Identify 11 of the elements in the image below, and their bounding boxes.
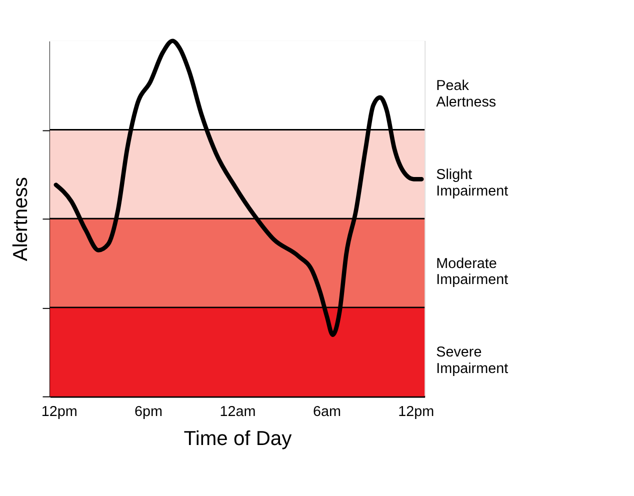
x-tick-label: 6am [312,404,341,420]
x-axis-title: Time of Day [184,428,293,450]
y-axis-title: Alertness [10,177,32,262]
x-tick-label: 12pm [41,404,78,420]
band-label: Moderate Impairment [436,256,508,288]
band-label: Peak Alertness [436,78,496,110]
band-label: Severe Impairment [436,344,508,378]
x-tick-label: 6pm [134,404,163,420]
x-tick-label: 12am [220,404,256,420]
band-label: Slight Impairment [436,166,508,200]
x-tick-label: 12pm [398,404,434,420]
